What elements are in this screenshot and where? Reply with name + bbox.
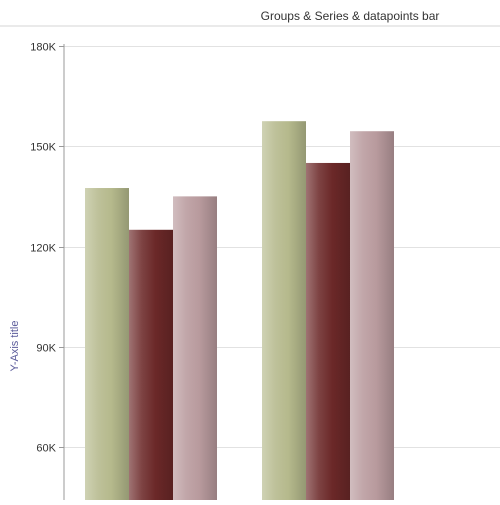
bar-group-2-series-2[interactable] [306,162,350,501]
bar-group-1-series-2[interactable] [129,229,173,500]
y-tick-label: 180K [30,42,56,54]
bar-group-2-series-1[interactable] [262,121,306,500]
y-axis-title: Y-Axis title [9,321,21,372]
y-axis-ticks: 60K 90K 120K 150K 180K [30,42,64,455]
y-tick-label: 90K [36,343,56,355]
bars [85,121,394,501]
bar-group-2-series-3[interactable] [350,131,394,500]
bar-group-1-series-1[interactable] [85,188,129,501]
bar-group-1-series-3[interactable] [173,196,217,500]
y-tick-label: 120K [30,243,56,255]
chart-title: Groups & Series & datapoints bar [261,9,440,23]
y-tick-label: 60K [36,443,56,455]
y-tick-label: 150K [30,142,56,154]
